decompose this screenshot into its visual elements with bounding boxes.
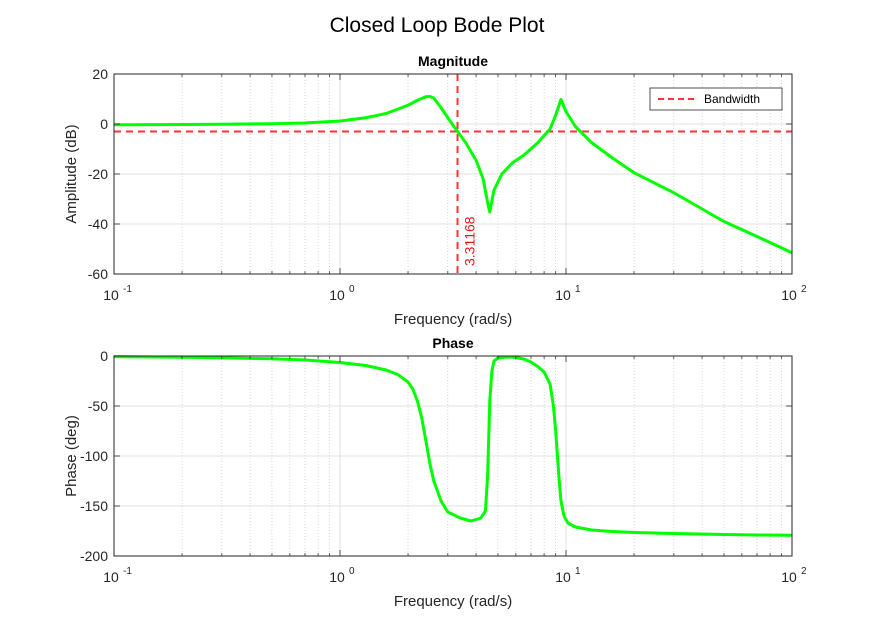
x-tick-exponent: 0 bbox=[349, 284, 355, 295]
x-tick-label: 10 bbox=[103, 287, 119, 303]
x-tick-exponent: -1 bbox=[123, 284, 132, 295]
x-tick-label: 10 bbox=[329, 287, 345, 303]
y-tick-label: 20 bbox=[92, 66, 108, 82]
y-tick-label: -50 bbox=[88, 398, 108, 414]
phase-line bbox=[113, 355, 793, 537]
bandwidth-annotation: 3.31168 bbox=[462, 216, 478, 266]
magnitude-ticks: 10 -1 10 0 10 1 10 2 20 0 -20 -40 -60 bbox=[88, 66, 807, 303]
magnitude-line bbox=[113, 95, 793, 255]
phase-panel: 10 -1 10 0 10 1 10 2 0 -50 -100 -150 -200 Phase Freq… bbox=[63, 335, 807, 610]
phase-y-axis-label: Phase (deg) bbox=[63, 415, 80, 497]
x-tick-exponent: 0 bbox=[349, 566, 355, 577]
magnitude-title: Magnitude bbox=[418, 53, 488, 69]
legend-bandwidth-label: Bandwidth bbox=[704, 92, 760, 106]
y-tick-label: 0 bbox=[100, 116, 108, 132]
y-tick-label: -20 bbox=[88, 166, 108, 182]
legend-box bbox=[649, 87, 783, 111]
magnitude-y-axis-label: Amplitude (dB) bbox=[63, 124, 80, 223]
phase-x-axis-label: Frequency (rad/s) bbox=[394, 593, 512, 610]
phase-ticks: 10 -1 10 0 10 1 10 2 0 -50 -100 -150 -200 bbox=[80, 348, 807, 585]
x-tick-label: 10 bbox=[781, 287, 797, 303]
y-tick-label: -60 bbox=[88, 266, 108, 282]
x-tick-label: 10 bbox=[555, 569, 571, 585]
y-tick-label: -40 bbox=[88, 216, 108, 232]
x-tick-exponent: 1 bbox=[575, 284, 581, 295]
x-tick-label: 10 bbox=[555, 287, 571, 303]
bandwidth-reference-lines bbox=[114, 74, 792, 274]
x-tick-label: 10 bbox=[329, 569, 345, 585]
x-tick-exponent: 2 bbox=[801, 566, 807, 577]
x-tick-exponent: -1 bbox=[123, 566, 132, 577]
x-tick-label: 10 bbox=[103, 569, 119, 585]
x-tick-exponent: 2 bbox=[801, 284, 807, 295]
y-tick-label: -200 bbox=[80, 548, 108, 564]
legend: Bandwidth bbox=[649, 87, 783, 111]
magnitude-panel: 10 -1 10 0 10 1 10 2 20 0 -20 -40 -60 Magnitude Freq… bbox=[63, 53, 807, 328]
y-tick-label: 0 bbox=[100, 348, 108, 364]
phase-title: Phase bbox=[432, 335, 473, 351]
phase-curve bbox=[113, 355, 793, 537]
y-tick-label: -100 bbox=[80, 448, 108, 464]
magnitude-x-axis-label: Frequency (rad/s) bbox=[394, 311, 512, 328]
x-tick-exponent: 1 bbox=[575, 566, 581, 577]
y-tick-label: -150 bbox=[80, 498, 108, 514]
x-tick-label: 10 bbox=[781, 569, 797, 585]
figure-title: Closed Loop Bode Plot bbox=[330, 14, 545, 37]
magnitude-curve bbox=[113, 95, 793, 255]
